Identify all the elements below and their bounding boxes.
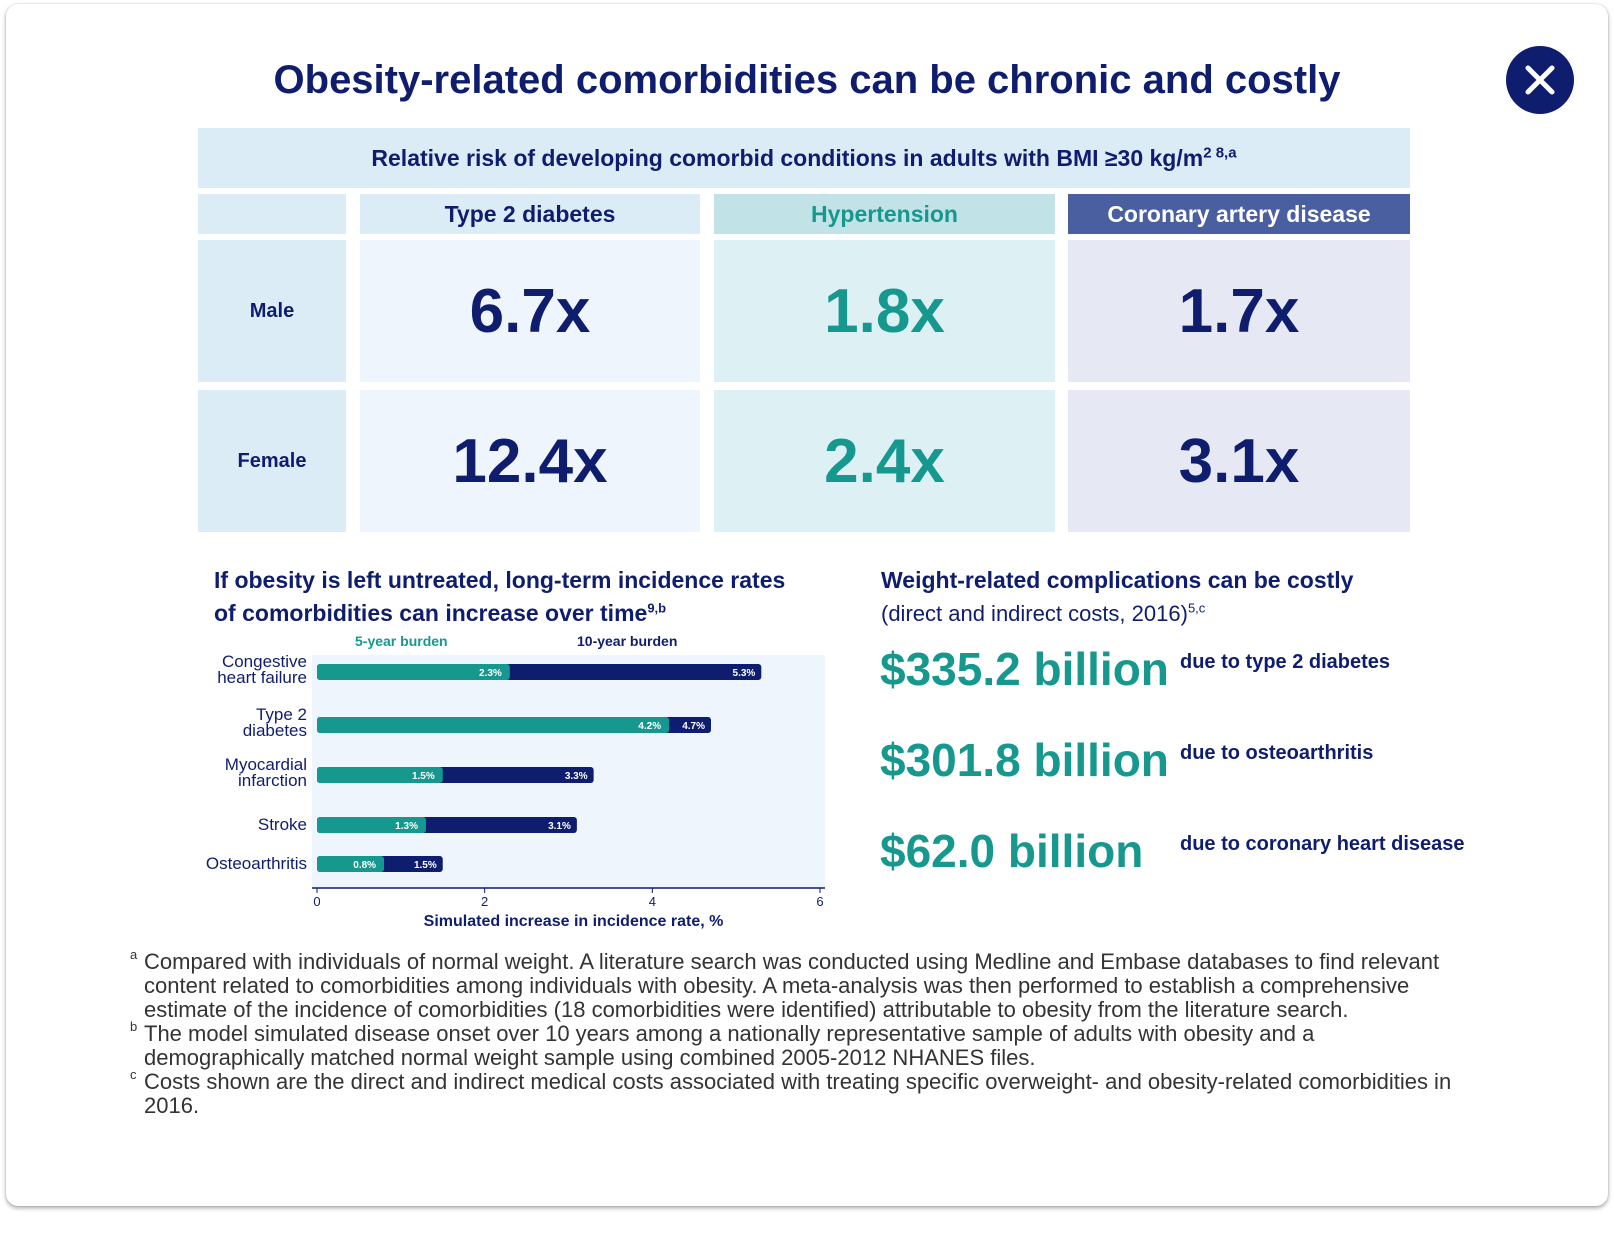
costs-subtitle: (direct and indirect costs, 2016): [881, 601, 1188, 626]
costs-title: Weight-related complications can be cost…: [881, 564, 1353, 630]
column-header-hypertension: Hypertension: [714, 194, 1055, 234]
page-title: Obesity-related comorbidities can be chr…: [273, 58, 1341, 102]
close-button[interactable]: [1506, 46, 1574, 114]
female-coronary-value: 3.1x: [1068, 390, 1410, 532]
close-icon: [1525, 65, 1555, 95]
row-header-male: Male: [198, 240, 346, 382]
incidence-title-sup: 9,b: [647, 600, 667, 616]
x-tick-label: 2: [481, 894, 488, 909]
costs-title-text: Weight-related complications can be cost…: [881, 567, 1354, 593]
incidence-title-line2: of comorbidities can increase over time: [214, 600, 648, 626]
x-tick-label: 4: [649, 894, 656, 909]
risk-table-header: Relative risk of developing comorbid con…: [198, 128, 1410, 188]
risk-table-header-sup: 2 8,a: [1203, 144, 1237, 162]
footnote-b: b The model simulated disease onset over …: [130, 1019, 1470, 1070]
footnote-c-text: Costs shown are the direct and indirect …: [144, 1069, 1452, 1118]
bar-label-5yr: 2.3%: [479, 668, 502, 679]
bar-label-10yr: 3.3%: [565, 771, 588, 782]
bar-label-5yr: 1.3%: [395, 821, 418, 832]
footnote-a-text: Compared with individuals of normal weig…: [144, 949, 1440, 1022]
cost-amount-diabetes: $335.2 billion: [880, 643, 1169, 695]
female-type2-diabetes-value: 12.4x: [360, 390, 700, 532]
incidence-title: If obesity is left untreated, long-term …: [214, 564, 785, 630]
footnote-b-text: The model simulated disease onset over 1…: [144, 1021, 1315, 1070]
footnote-a: a Compared with individuals of normal wei…: [130, 947, 1470, 1022]
footnote-a-mark: a: [130, 947, 138, 962]
cost-label-osteoarthritis: due to osteoarthritis: [1180, 742, 1374, 764]
category-label: Type 2: [256, 705, 307, 724]
male-coronary-value: 1.7x: [1068, 240, 1410, 382]
bar-label-10yr: 1.5%: [414, 860, 437, 871]
footnote-c: c Costs shown are the direct and indirect…: [130, 1067, 1470, 1118]
bar-5yr: [317, 664, 510, 680]
male-hypertension-value: 1.8x: [714, 240, 1055, 382]
category-label: Congestive: [222, 652, 307, 671]
x-tick-label: 6: [816, 894, 823, 909]
bar-label-5yr: 1.5%: [412, 771, 435, 782]
incidence-title-line1: If obesity is left untreated, long-term …: [214, 567, 786, 593]
cost-label-coronary: due to coronary heart disease: [1180, 833, 1465, 855]
x-axis-label: Simulated increase in incidence rate, %: [424, 913, 724, 930]
category-label: Myocardial: [225, 755, 307, 774]
bar-label-10yr: 4.7%: [682, 721, 705, 732]
x-tick-label: 0: [313, 894, 320, 909]
row-header-female: Female: [198, 390, 346, 532]
risk-table-header-text: Relative risk of developing comorbid con…: [371, 145, 1204, 171]
female-hypertension-value: 2.4x: [714, 390, 1055, 532]
category-label: infarction: [238, 771, 307, 790]
category-label: diabetes: [243, 721, 307, 740]
footnote-b-mark: b: [130, 1019, 138, 1034]
footnotes: a Compared with individuals of normal wei…: [130, 947, 1470, 1118]
bar-label-5yr: 4.2%: [638, 721, 661, 732]
category-label: Osteoarthritis: [206, 854, 307, 873]
column-header-coronary-artery-disease: Coronary artery disease: [1068, 194, 1410, 234]
footnote-c-mark: c: [130, 1067, 137, 1082]
table-corner-cell: [198, 194, 346, 234]
legend-10yr: 10-year burden: [577, 633, 678, 649]
bar-label-10yr: 5.3%: [733, 668, 756, 679]
legend-5yr: 5-year burden: [355, 633, 448, 649]
male-type2-diabetes-value: 6.7x: [360, 240, 700, 382]
bar-5yr: [317, 767, 443, 783]
cost-amount-coronary: $62.0 billion: [880, 825, 1144, 877]
costs-subtitle-sup: 5,c: [1187, 600, 1206, 616]
cost-label-diabetes: due to type 2 diabetes: [1180, 651, 1391, 673]
bar-label-5yr: 0.8%: [353, 860, 376, 871]
bar-label-10yr: 3.1%: [548, 821, 571, 832]
category-label: Stroke: [258, 815, 307, 834]
bar-5yr: [317, 717, 670, 733]
bar-5yr: [317, 817, 426, 833]
bar-5yr: [317, 856, 385, 872]
cost-amount-osteoarthritis: $301.8 billion: [880, 734, 1169, 786]
column-header-type2-diabetes: Type 2 diabetes: [360, 194, 700, 234]
category-label: heart failure: [217, 668, 307, 687]
